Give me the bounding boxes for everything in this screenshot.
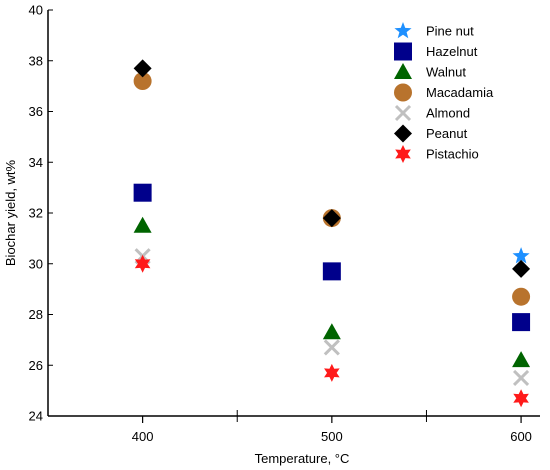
data-point-almond [323,339,340,356]
legend-label-hazelnut: Hazelnut [426,44,478,59]
x-tick-label: 500 [321,429,343,444]
legend-label-macadamia: Macadamia [426,85,494,100]
x-axis-title: Temperature, °C [255,451,350,466]
data-point-hazelnut [512,313,531,332]
data-point-macadamia [512,287,531,306]
y-tick-label: 38 [29,53,43,68]
legend-label-pine-nut: Pine nut [426,24,474,39]
x-tick-label: 400 [132,429,154,444]
data-point-walnut [322,323,341,340]
data-point-peanut [512,259,531,278]
data-point-peanut [322,209,341,228]
y-tick-label: 24 [29,409,43,424]
axes: 24 26 28 30 32 34 36 38 40 400 500 600 [29,3,540,444]
y-tick-label: 36 [29,104,43,119]
legend-marker-walnut [394,63,412,79]
legend-label-walnut: Walnut [426,65,466,80]
data-point-peanut [133,59,152,78]
legend-marker-almond [394,104,412,122]
y-axis-title: Biochar yield, wt% [3,159,18,266]
legend-label-pistachio: Pistachio [426,147,479,162]
y-tick-label: 34 [29,155,43,170]
data-point-hazelnut [322,262,341,281]
data-point-hazelnut [133,183,152,202]
y-tick-label: 40 [29,3,43,18]
data-point-walnut [512,351,531,368]
legend-marker-pistachio [395,145,411,163]
legend: Pine nut Hazelnut Walnut Macadamia Almond Pea… [394,22,494,163]
data-point-pistachio [513,389,529,408]
data-points [133,59,531,408]
legend-marker-macadamia [394,83,412,102]
y-tick-label: 28 [29,307,43,322]
data-point-pine-nut [512,247,530,264]
y-tick-label: 32 [29,206,43,221]
y-tick-label: 30 [29,256,43,271]
data-point-walnut [133,216,152,233]
x-tick-label: 600 [510,429,532,444]
legend-marker-peanut [394,124,412,143]
data-point-almond [513,369,530,386]
data-point-pistachio [134,254,151,273]
y-tick-label: 26 [29,358,43,373]
legend-marker-pine-nut [394,22,412,39]
legend-marker-hazelnut [394,42,412,61]
legend-label-peanut: Peanut [426,126,468,141]
data-point-macadamia [133,72,152,91]
legend-label-almond: Almond [426,106,470,121]
data-point-pistachio [324,363,340,382]
